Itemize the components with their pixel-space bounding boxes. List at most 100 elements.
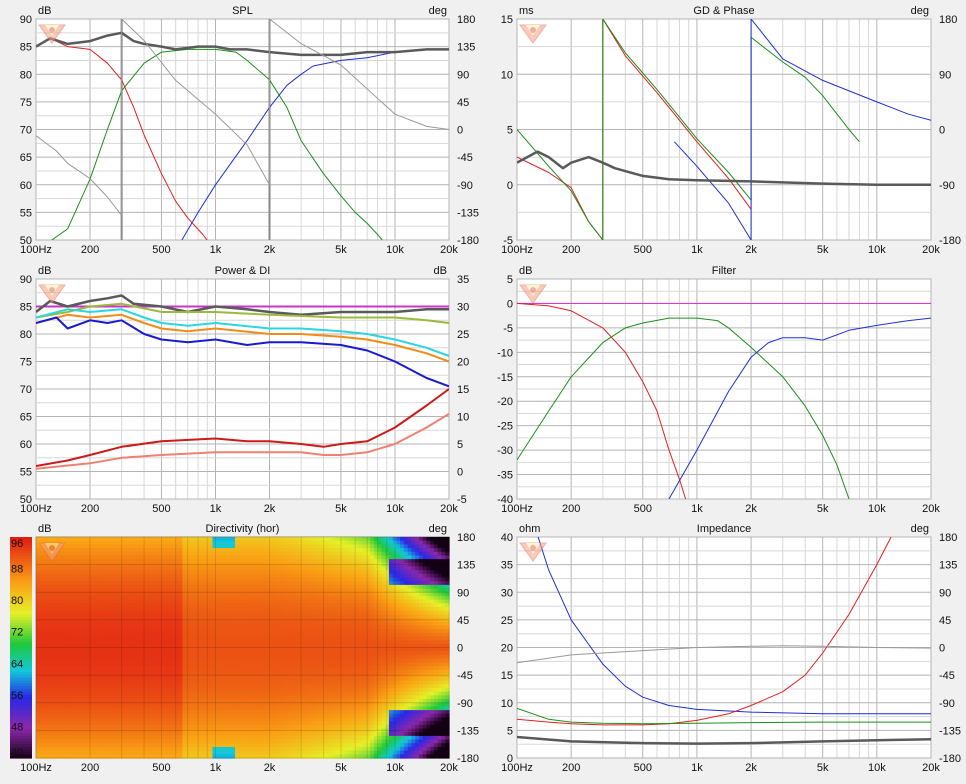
heatmap-cell bbox=[224, 629, 228, 633]
heatmap-cell bbox=[59, 747, 63, 751]
heatmap-cell bbox=[89, 607, 93, 611]
heatmap-cell bbox=[152, 681, 156, 685]
heatmap-cell bbox=[273, 732, 277, 736]
heatmap-cell bbox=[89, 640, 93, 644]
heatmap-cell bbox=[291, 743, 295, 747]
heatmap-cell bbox=[201, 710, 205, 714]
heatmap-cell bbox=[59, 703, 63, 707]
heatmap-cell bbox=[201, 544, 205, 548]
heatmap-cell bbox=[314, 570, 318, 574]
heatmap-cell bbox=[201, 614, 205, 618]
heatmap-cell bbox=[66, 633, 70, 637]
heatmap-cell bbox=[250, 541, 254, 545]
heatmap-cell bbox=[276, 548, 280, 552]
heatmap-cell bbox=[137, 636, 141, 640]
heatmap-cell bbox=[81, 629, 85, 633]
heatmap-cell bbox=[314, 537, 318, 541]
heatmap-cell bbox=[224, 559, 228, 563]
heatmap-cell bbox=[295, 732, 299, 736]
heatmap-cell bbox=[227, 541, 231, 545]
heatmap-cell bbox=[227, 548, 231, 552]
heatmap-cell bbox=[182, 732, 186, 736]
heatmap-cell bbox=[44, 559, 48, 563]
heatmap-cell bbox=[122, 677, 126, 681]
y-tick-label-left: 5 bbox=[507, 125, 513, 137]
heatmap-cell bbox=[295, 570, 299, 574]
x-tick-label: 20k bbox=[922, 503, 940, 515]
heatmap-cell bbox=[239, 751, 243, 755]
heatmap-cell bbox=[122, 717, 126, 721]
heatmap-cell bbox=[171, 743, 175, 747]
heatmap-cell bbox=[212, 566, 216, 570]
heatmap-cell bbox=[201, 555, 205, 559]
heatmap-cell bbox=[107, 666, 111, 670]
heatmap-cell bbox=[44, 743, 48, 747]
heatmap-cell bbox=[325, 751, 329, 755]
heatmap-cell bbox=[92, 574, 96, 578]
heatmap-cell bbox=[107, 578, 111, 582]
heatmap-cell bbox=[318, 655, 322, 659]
heatmap-cell bbox=[231, 548, 235, 552]
heatmap-cell bbox=[111, 611, 115, 615]
heatmap-cell bbox=[261, 600, 265, 604]
heatmap-cell bbox=[164, 544, 168, 548]
heatmap-cell bbox=[160, 566, 164, 570]
heatmap-cell bbox=[130, 740, 134, 744]
heatmap-cell bbox=[164, 570, 168, 574]
heatmap-cell bbox=[126, 541, 130, 545]
heatmap-cell bbox=[291, 659, 295, 663]
heatmap-cell bbox=[51, 640, 55, 644]
heatmap-cell bbox=[325, 670, 329, 674]
heatmap-cell bbox=[122, 666, 126, 670]
heatmap-cell bbox=[291, 681, 295, 685]
heatmap-cell bbox=[111, 625, 115, 629]
heatmap-cell bbox=[194, 581, 198, 585]
heatmap-cell bbox=[115, 629, 119, 633]
heatmap-cell bbox=[273, 706, 277, 710]
heatmap-cell bbox=[100, 566, 104, 570]
heatmap-cell bbox=[216, 596, 220, 600]
heatmap-cell bbox=[51, 717, 55, 721]
heatmap-cell bbox=[152, 666, 156, 670]
heatmap-cell bbox=[254, 703, 258, 707]
heatmap-cell bbox=[227, 721, 231, 725]
heatmap-cell bbox=[254, 559, 258, 563]
heatmap-cell bbox=[291, 552, 295, 556]
heatmap-cell bbox=[265, 566, 269, 570]
heatmap-cell bbox=[130, 566, 134, 570]
heatmap-cell bbox=[303, 611, 307, 615]
heatmap-cell bbox=[122, 541, 126, 545]
heatmap-cell bbox=[130, 751, 134, 755]
heatmap-cell bbox=[111, 607, 115, 611]
heatmap-cell bbox=[55, 662, 59, 666]
heatmap-cell bbox=[96, 622, 100, 626]
heatmap-cell bbox=[235, 747, 239, 751]
heatmap-cell bbox=[171, 585, 175, 589]
heatmap-cell bbox=[40, 585, 44, 589]
heatmap-cell bbox=[273, 622, 277, 626]
heatmap-cell bbox=[306, 581, 310, 585]
heatmap-cell bbox=[306, 596, 310, 600]
heatmap-cell bbox=[160, 725, 164, 729]
heatmap-cell bbox=[325, 710, 329, 714]
heatmap-cell bbox=[89, 603, 93, 607]
heatmap-cell bbox=[190, 681, 194, 685]
heatmap-cell bbox=[303, 570, 307, 574]
heatmap-cell bbox=[92, 747, 96, 751]
heatmap-cell bbox=[250, 677, 254, 681]
heatmap-cell bbox=[186, 640, 190, 644]
heatmap-cell bbox=[115, 552, 119, 556]
heatmap-cell bbox=[216, 710, 220, 714]
heatmap-cell bbox=[119, 614, 123, 618]
heatmap-cell bbox=[306, 695, 310, 699]
heatmap-cell bbox=[314, 625, 318, 629]
heatmap-cell bbox=[280, 662, 284, 666]
heatmap-cell bbox=[111, 651, 115, 655]
heatmap-cell bbox=[212, 570, 216, 574]
heatmap-cell bbox=[134, 688, 138, 692]
heatmap-cell bbox=[40, 747, 44, 751]
heatmap-cell bbox=[182, 552, 186, 556]
heatmap-cell bbox=[126, 566, 130, 570]
heatmap-cell bbox=[126, 743, 130, 747]
heatmap-cell bbox=[254, 570, 258, 574]
